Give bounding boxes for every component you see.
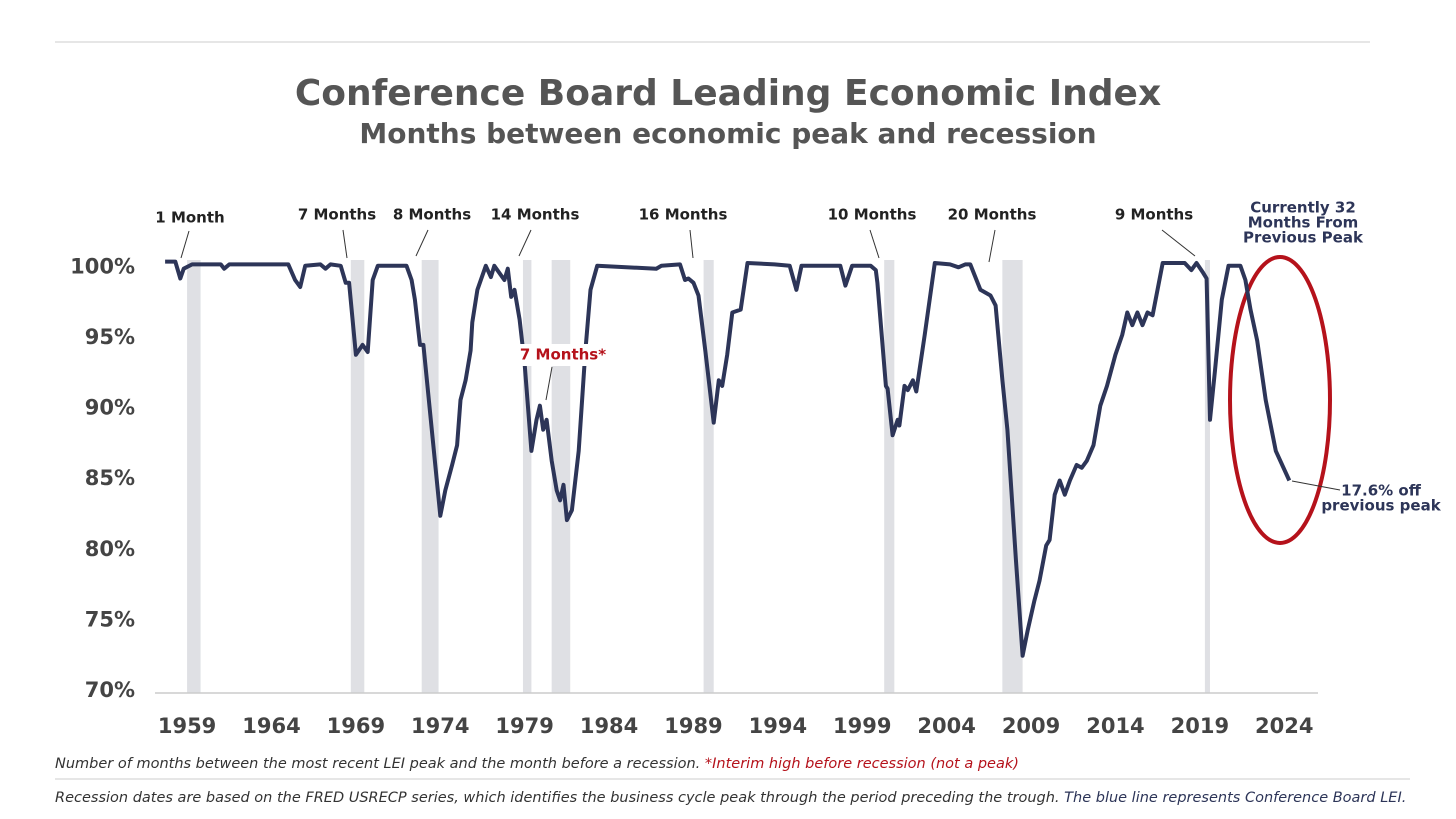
x-tick-label: 1984	[580, 714, 638, 738]
drop-label: 17.6% off	[1341, 482, 1422, 500]
annotation: 20 Months	[948, 206, 1037, 224]
x-tick-label: 1999	[833, 714, 891, 738]
chart-subtitle: Months between economic peak and recessi…	[359, 117, 1096, 150]
y-tick-label: 85%	[85, 466, 135, 490]
annotation: 1 Month	[155, 209, 224, 227]
x-tick-label: 2004	[917, 714, 975, 738]
recession-band	[703, 260, 714, 693]
x-tick-label: 1994	[749, 714, 807, 738]
recession-band	[350, 260, 365, 693]
drop-label: previous peak	[1321, 497, 1441, 515]
x-tick-label: 2014	[1086, 714, 1144, 738]
x-tick-label: 2024	[1255, 714, 1313, 738]
y-tick-label: 75%	[85, 607, 135, 631]
y-tick-label: 95%	[85, 325, 135, 349]
note-highlight: The blue line represents Conference Boar…	[1064, 790, 1406, 806]
recession-band	[522, 260, 532, 693]
x-tick-label: 1974	[411, 714, 469, 738]
x-tick-label: 2009	[1002, 714, 1060, 738]
current-label: Months From	[1248, 214, 1359, 232]
annotation: 14 Months	[491, 206, 580, 224]
recession-bands	[187, 260, 1210, 693]
lei-line	[165, 259, 1292, 658]
recession-band	[884, 260, 895, 693]
recession-band	[551, 260, 571, 693]
annotation: 7 Months*	[520, 346, 606, 364]
annotation-pointer	[180, 230, 190, 259]
drop-pointer	[1291, 480, 1341, 491]
x-tick-label: 1989	[664, 714, 722, 738]
annotation: 9 Months	[1115, 206, 1193, 224]
annotation: 7 Months	[298, 206, 376, 224]
y-tick-label: 70%	[85, 678, 135, 702]
note: Number of months between the most recent…	[55, 756, 1019, 772]
recession-band	[1204, 260, 1210, 693]
current-label: Previous Peak	[1243, 229, 1364, 247]
annotation-pointer	[869, 229, 880, 259]
x-tick-label: 1959	[158, 714, 216, 738]
annotation-pointer	[518, 229, 532, 257]
y-tick-label: 90%	[85, 396, 135, 420]
annotation-pointer	[988, 229, 996, 263]
x-tick-label: 1979	[495, 714, 553, 738]
chart-title: Conference Board Leading Economic Index	[295, 73, 1161, 114]
annotation: 10 Months	[828, 206, 917, 224]
x-tick-label: 2019	[1171, 714, 1229, 738]
annotation-pointer	[415, 229, 429, 257]
annotation-pointer	[342, 229, 348, 259]
x-tick-label: 1964	[242, 714, 300, 738]
current-label: Currently 32	[1250, 199, 1356, 217]
annotation: 8 Months	[393, 206, 471, 224]
annotation-bg	[518, 344, 608, 366]
y-tick-label: 80%	[85, 537, 135, 561]
annotation-pointer	[689, 229, 694, 259]
annotation: 16 Months	[639, 206, 728, 224]
annotation-pointer	[1161, 229, 1196, 257]
highlight-ellipse	[1228, 255, 1332, 545]
note: Recession dates are based on the FRED US…	[55, 790, 1406, 806]
recession-band	[187, 260, 201, 693]
note-text: Number of months between the most recent…	[55, 756, 700, 772]
x-tick-label: 1969	[327, 714, 385, 738]
annotation-pointer	[545, 366, 553, 401]
note-text: Recession dates are based on the FRED US…	[55, 790, 1060, 806]
note-highlight: *Interim high before recession (not a pe…	[705, 756, 1019, 772]
y-tick-label: 100%	[70, 254, 135, 278]
